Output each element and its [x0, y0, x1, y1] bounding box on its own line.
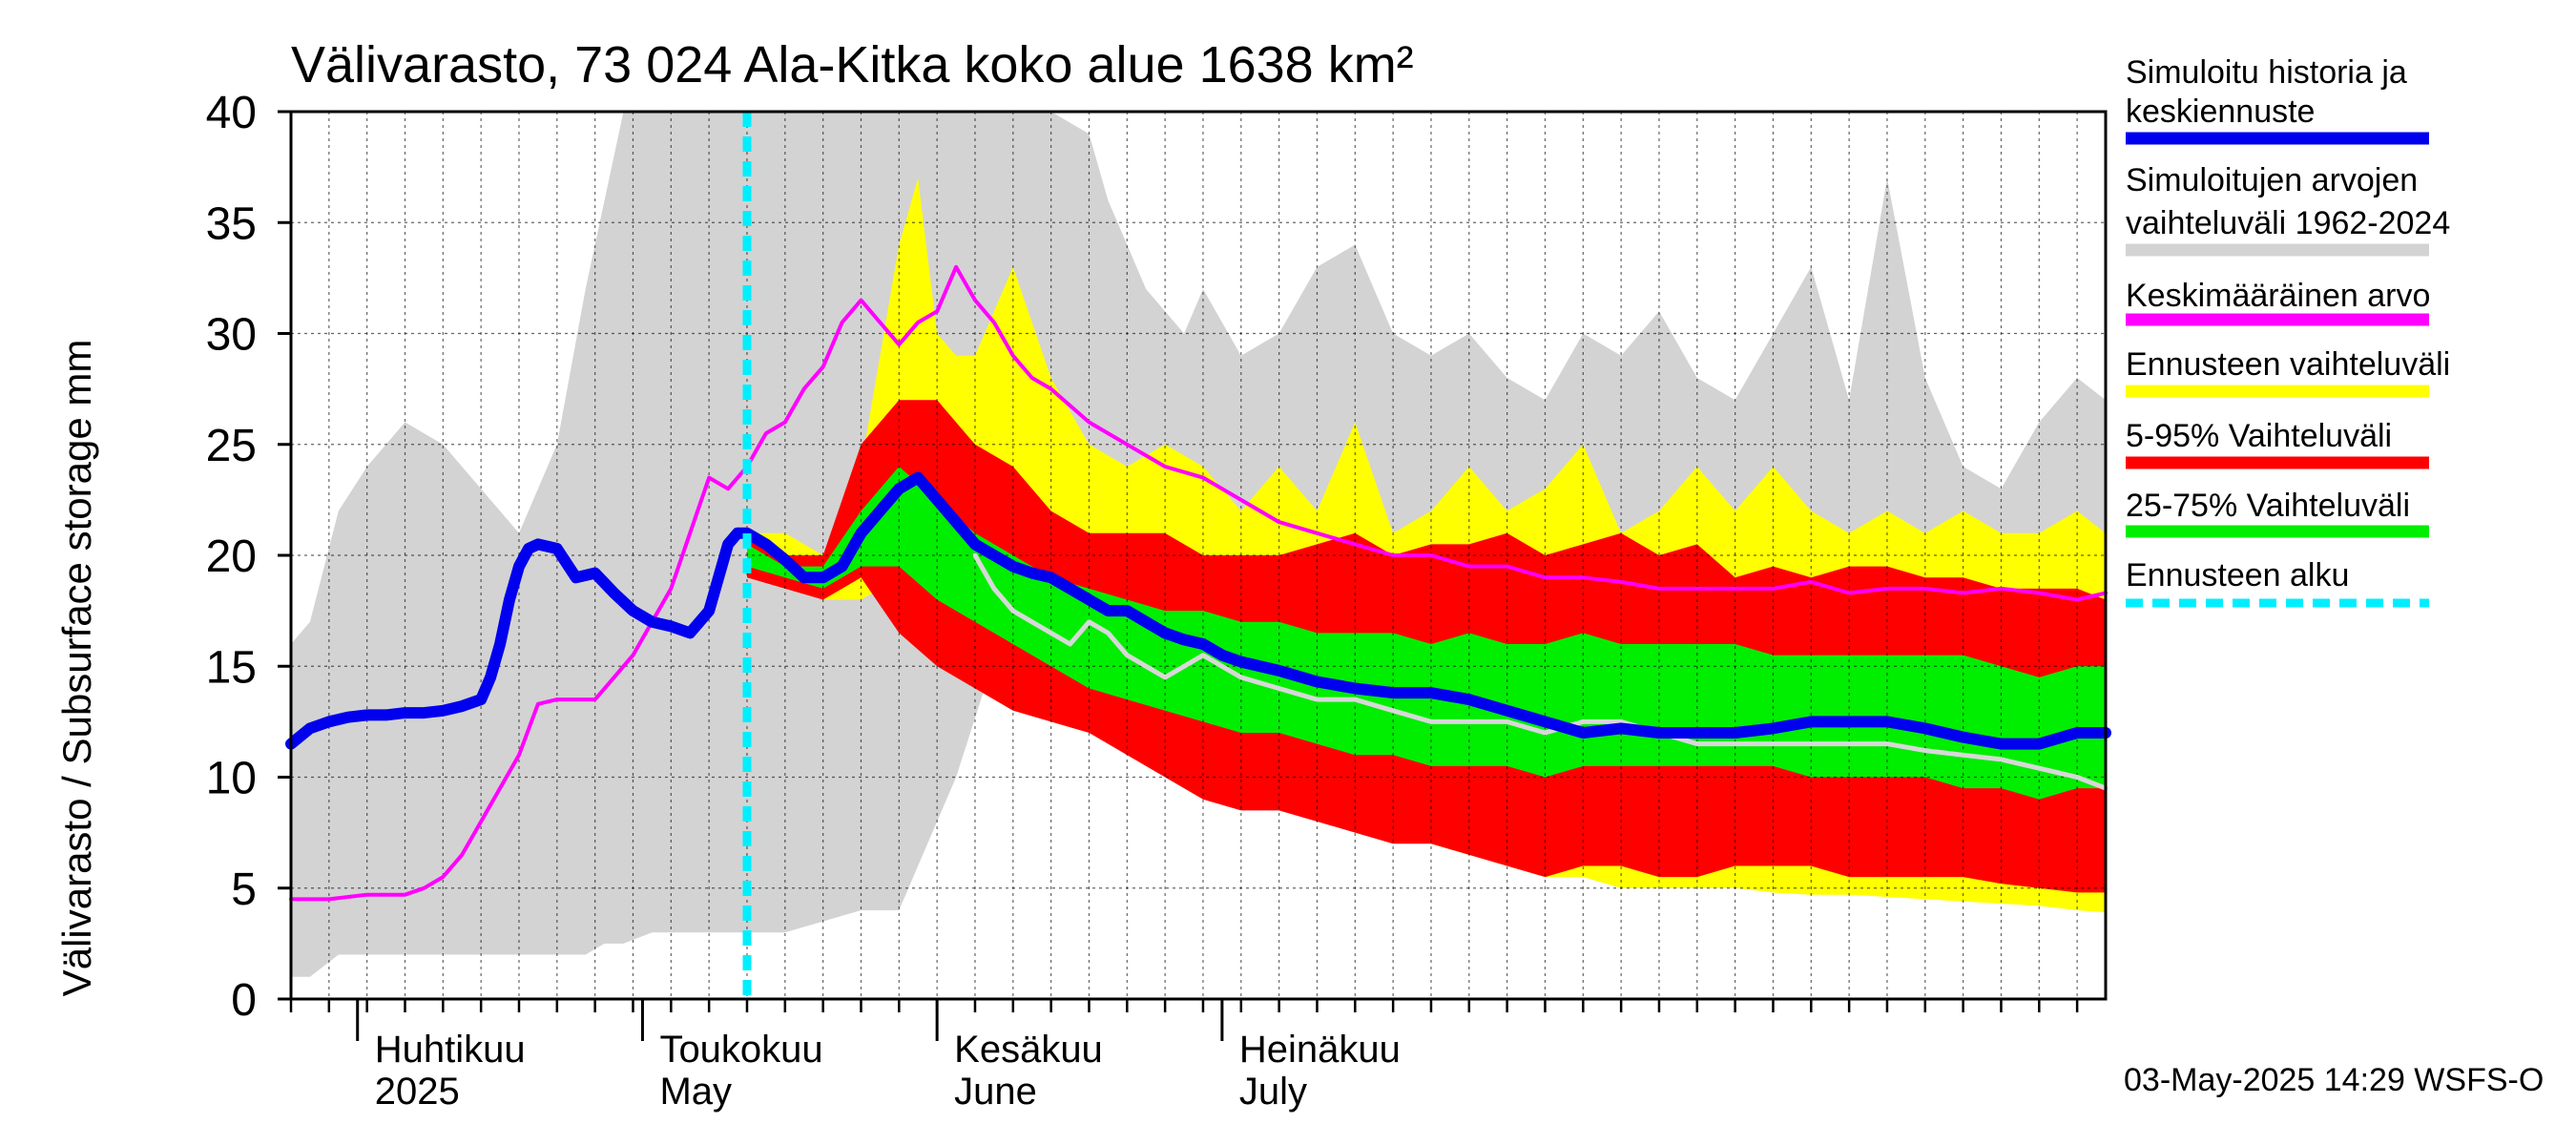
legend-label: Ennusteen vaihteluväli [2126, 346, 2450, 383]
y-tick-label: 20 [206, 531, 257, 582]
line-series-4 [289, 264, 2108, 902]
legend-label: Ennusteen alku [2126, 557, 2349, 593]
y-tick-label: 5 [231, 864, 257, 915]
y-tick-label: 30 [206, 310, 257, 361]
x-month-sublabel: 2025 [375, 1071, 460, 1113]
y-axis-label: Välivarasto / Subsurface storage mm [54, 340, 99, 997]
x-month-sublabel: June [954, 1071, 1037, 1113]
x-month-label: Huhtikuu [375, 1029, 526, 1071]
legend-label: Keskimääräinen arvo [2126, 278, 2430, 314]
x-month-label: Toukokuu [659, 1029, 822, 1071]
legend-label-line2: keskiennuste [2126, 94, 2315, 130]
legend-label-line2: vaihteluväli 1962-2024 [2126, 205, 2450, 241]
line-series-6 [285, 471, 2111, 750]
band-series-3 [747, 467, 2106, 800]
footer-timestamp: 03-May-2025 14:29 WSFS-O [2124, 1062, 2544, 1098]
x-month-label: Kesäkuu [954, 1029, 1103, 1071]
y-tick-label: 15 [206, 642, 257, 693]
y-tick-label: 25 [206, 421, 257, 471]
y-tick-label: 40 [206, 88, 257, 138]
legend-label: 25-75% Vaihteluväli [2126, 488, 2410, 524]
y-tick-label: 10 [206, 754, 257, 804]
legend-label: Simuloitujen arvojen [2126, 162, 2418, 198]
y-tick-label: 35 [206, 198, 257, 249]
legend-label: Simuloitu historia ja [2126, 54, 2407, 91]
plot-area [285, 110, 2111, 1001]
chart-title: Välivarasto, 73 024 Ala-Kitka koko alue … [291, 36, 1414, 94]
y-tick-label: 0 [231, 975, 257, 1026]
legend-label: 5-95% Vaihteluväli [2126, 418, 2392, 454]
x-month-sublabel: July [1239, 1071, 1307, 1113]
x-month-label: Heinäkuu [1239, 1029, 1401, 1071]
x-month-sublabel: May [659, 1071, 732, 1113]
line-series-5 [972, 552, 2109, 791]
y-axis: 0 5 10 15 20 25 30 35 40 [206, 88, 291, 1026]
